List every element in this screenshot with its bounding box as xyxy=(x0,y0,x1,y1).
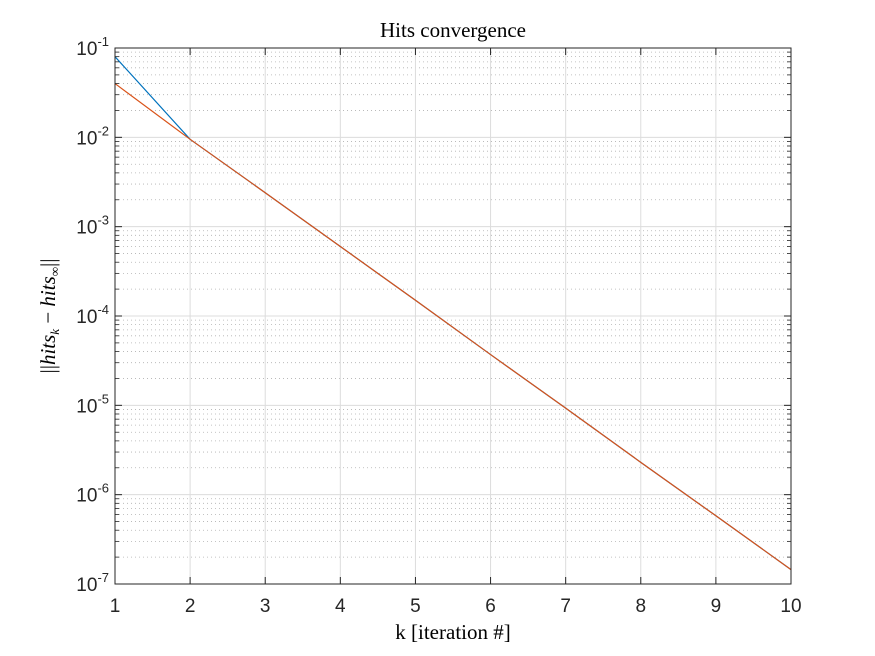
y-axis-title-hits-inf: hits xyxy=(36,276,60,306)
y-axis-title: ||hitsk − hits∞|| xyxy=(36,259,62,374)
y-tick-exponent: -2 xyxy=(97,123,109,138)
y-axis-title-sub-inf: ∞ xyxy=(47,267,62,276)
minor-grid xyxy=(115,51,791,558)
y-axis-title-minus: − xyxy=(36,307,60,329)
y-tick-labels: 10-710-610-510-410-310-210-1 xyxy=(76,34,109,596)
y-tick-label: 10-7 xyxy=(76,570,109,596)
x-tick-label: 4 xyxy=(335,596,346,617)
y-tick-label: 10-2 xyxy=(76,123,109,149)
y-tick-exponent: -6 xyxy=(97,481,109,496)
y-tick-exponent: -5 xyxy=(97,391,109,406)
y-axis-title-open: || xyxy=(36,365,60,373)
x-tick-label: 10 xyxy=(780,596,801,617)
y-tick-base: 10 xyxy=(76,39,97,60)
y-tick-label: 10-1 xyxy=(76,34,109,60)
x-tick-label: 5 xyxy=(410,596,421,617)
y-tick-exponent: -7 xyxy=(97,570,109,585)
y-tick-base: 10 xyxy=(76,307,97,328)
y-tick-label: 10-4 xyxy=(76,302,109,328)
series-2-line xyxy=(114,83,792,571)
y-axis-title-hits: hits xyxy=(36,335,60,365)
y-axis-title-close: || xyxy=(36,259,60,267)
y-tick-exponent: -1 xyxy=(97,34,109,49)
x-tick-label: 9 xyxy=(711,596,722,617)
chart-title: Hits convergence xyxy=(380,18,526,42)
y-tick-base: 10 xyxy=(76,128,97,149)
x-tick-label: 3 xyxy=(260,596,271,617)
y-tick-base: 10 xyxy=(76,575,97,596)
y-tick-base: 10 xyxy=(76,396,97,417)
x-tick-label: 8 xyxy=(635,596,646,617)
y-tick-label: 10-5 xyxy=(76,391,109,417)
y-tick-exponent: -3 xyxy=(97,213,109,228)
x-tick-label: 1 xyxy=(110,596,121,617)
y-tick-base: 10 xyxy=(76,218,97,239)
x-tick-label: 6 xyxy=(485,596,496,617)
series-layer xyxy=(114,56,792,571)
y-tick-base: 10 xyxy=(76,486,97,507)
y-tick-label: 10-6 xyxy=(76,481,109,507)
y-tick-exponent: -4 xyxy=(97,302,109,317)
axis-ticks xyxy=(114,47,792,585)
x-axis-title: k [iteration #] xyxy=(395,620,510,644)
x-tick-label: 7 xyxy=(560,596,571,617)
x-tick-label: 2 xyxy=(185,596,196,617)
y-axis-title-sub-k: k xyxy=(47,329,62,335)
x-tick-labels: 1 2 3 4 5 6 7 8 9 10 xyxy=(110,596,802,617)
y-tick-label: 10-3 xyxy=(76,213,109,239)
